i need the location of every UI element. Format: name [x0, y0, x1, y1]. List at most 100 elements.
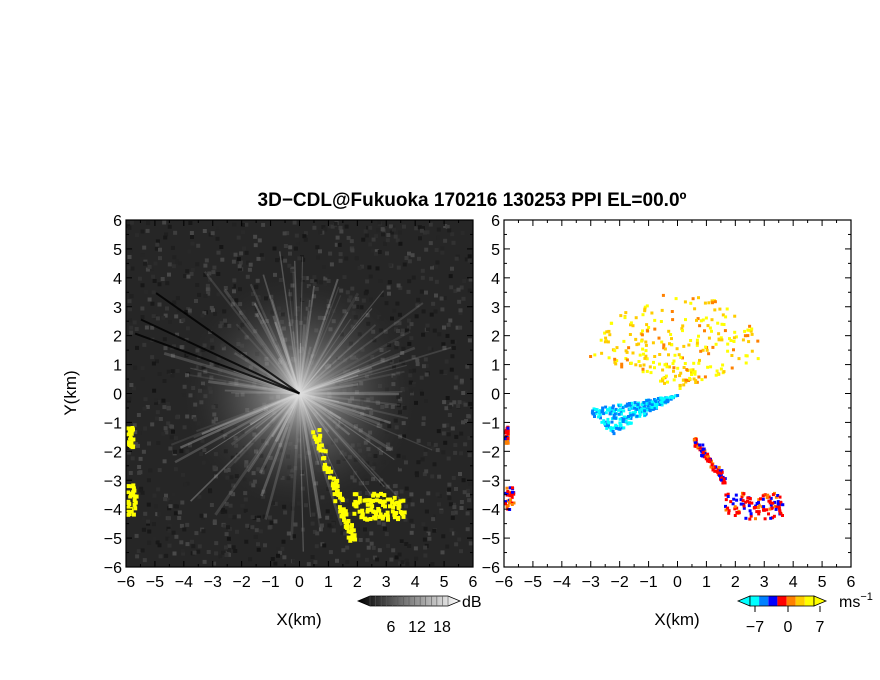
noise-cell	[172, 551, 177, 556]
noise-cell	[335, 558, 339, 563]
velocity-point	[672, 359, 676, 363]
noise-cell	[228, 490, 233, 495]
noise-cell	[338, 258, 343, 263]
noise-cell	[155, 239, 160, 244]
velocity-point	[654, 400, 658, 404]
velocity-point	[668, 342, 671, 346]
noise-cell	[210, 231, 215, 236]
high-echo-cell	[133, 506, 138, 511]
noise-cell	[233, 252, 238, 257]
velocity-point	[655, 405, 658, 409]
velocity-point	[620, 362, 624, 366]
noise-cell	[181, 472, 185, 477]
echo-ray	[298, 392, 378, 482]
noise-cell	[446, 432, 451, 437]
noise-cell	[165, 306, 169, 311]
velocity-point	[776, 494, 780, 497]
noise-cell	[161, 315, 166, 320]
velocity-point	[613, 412, 617, 416]
velocity-point	[767, 512, 770, 516]
noise-cell	[154, 246, 159, 251]
noise-cell	[394, 555, 399, 560]
velocity-point	[640, 339, 644, 343]
velocity-point	[707, 301, 711, 305]
velocity-point	[666, 380, 669, 384]
noise-cell	[161, 388, 166, 393]
noise-cell	[419, 228, 424, 233]
high-echo-cell	[365, 509, 370, 514]
noise-cell	[435, 492, 440, 497]
velocity-point	[650, 403, 654, 406]
noise-cell	[227, 547, 231, 552]
velocity-point	[703, 451, 707, 455]
noise-cell	[454, 487, 458, 491]
noise-cell	[415, 533, 419, 538]
noise-cell	[322, 543, 327, 548]
noise-cell	[385, 238, 390, 243]
velocity-point	[678, 374, 682, 378]
velocity-point	[672, 369, 675, 373]
velocity-point	[508, 494, 512, 498]
noise-cell	[454, 375, 459, 380]
noise-cell	[270, 557, 275, 561]
velocity-point	[643, 309, 647, 313]
velocity-point	[773, 500, 777, 504]
velocity-point	[720, 470, 724, 474]
noise-cell	[358, 538, 363, 542]
noise-cell	[415, 358, 420, 363]
high-echo-cell	[365, 517, 370, 522]
velocity-point	[597, 410, 601, 413]
noise-cell	[134, 343, 139, 348]
velocity-colorbar-segment	[768, 596, 778, 606]
noise-cell	[414, 556, 419, 561]
velocity-point	[675, 347, 679, 351]
noise-cell	[174, 534, 179, 539]
velocity-point	[593, 415, 596, 418]
velocity-point	[732, 497, 736, 501]
velocity-point	[655, 403, 659, 406]
echo-ray	[271, 298, 301, 394]
noise-cell	[328, 550, 333, 555]
noise-cell	[212, 519, 217, 524]
noise-cell	[245, 274, 250, 279]
velocity-point	[634, 337, 638, 341]
noise-cell	[278, 550, 283, 555]
noise-cell	[187, 249, 192, 254]
noise-cell	[134, 533, 139, 538]
velocity-point	[698, 443, 702, 447]
noise-cell	[334, 242, 339, 247]
noise-cell	[239, 251, 244, 256]
high-echo-cell	[323, 462, 327, 467]
velocity-point	[713, 300, 717, 304]
noise-cell	[182, 425, 187, 430]
noise-cell	[180, 500, 185, 505]
noise-cell	[447, 496, 452, 501]
echo-ray	[299, 392, 400, 406]
noise-cell	[424, 447, 428, 452]
noise-cell	[449, 528, 454, 533]
velocity-point	[640, 403, 644, 406]
noise-cell	[283, 244, 288, 248]
noise-cell	[134, 329, 139, 334]
noise-cell	[153, 261, 158, 266]
noise-cell	[396, 283, 401, 288]
velocity-point	[726, 495, 730, 498]
noise-cell	[151, 290, 156, 295]
x-tick-label: −6	[117, 574, 135, 591]
velocity-point	[613, 349, 617, 353]
velocity-point	[646, 404, 650, 408]
noise-cell	[414, 226, 419, 231]
noise-cell	[381, 546, 386, 551]
noise-cell	[226, 536, 231, 541]
noise-cell	[445, 396, 450, 400]
noise-cell	[381, 522, 386, 527]
noise-cell	[257, 515, 262, 520]
high-echo-cell	[132, 498, 137, 503]
noise-cell	[176, 308, 181, 313]
noise-cell	[429, 276, 434, 281]
velocity-colorbar-segment	[786, 596, 796, 606]
velocity-point	[665, 398, 669, 402]
high-echo-cell	[382, 493, 387, 498]
